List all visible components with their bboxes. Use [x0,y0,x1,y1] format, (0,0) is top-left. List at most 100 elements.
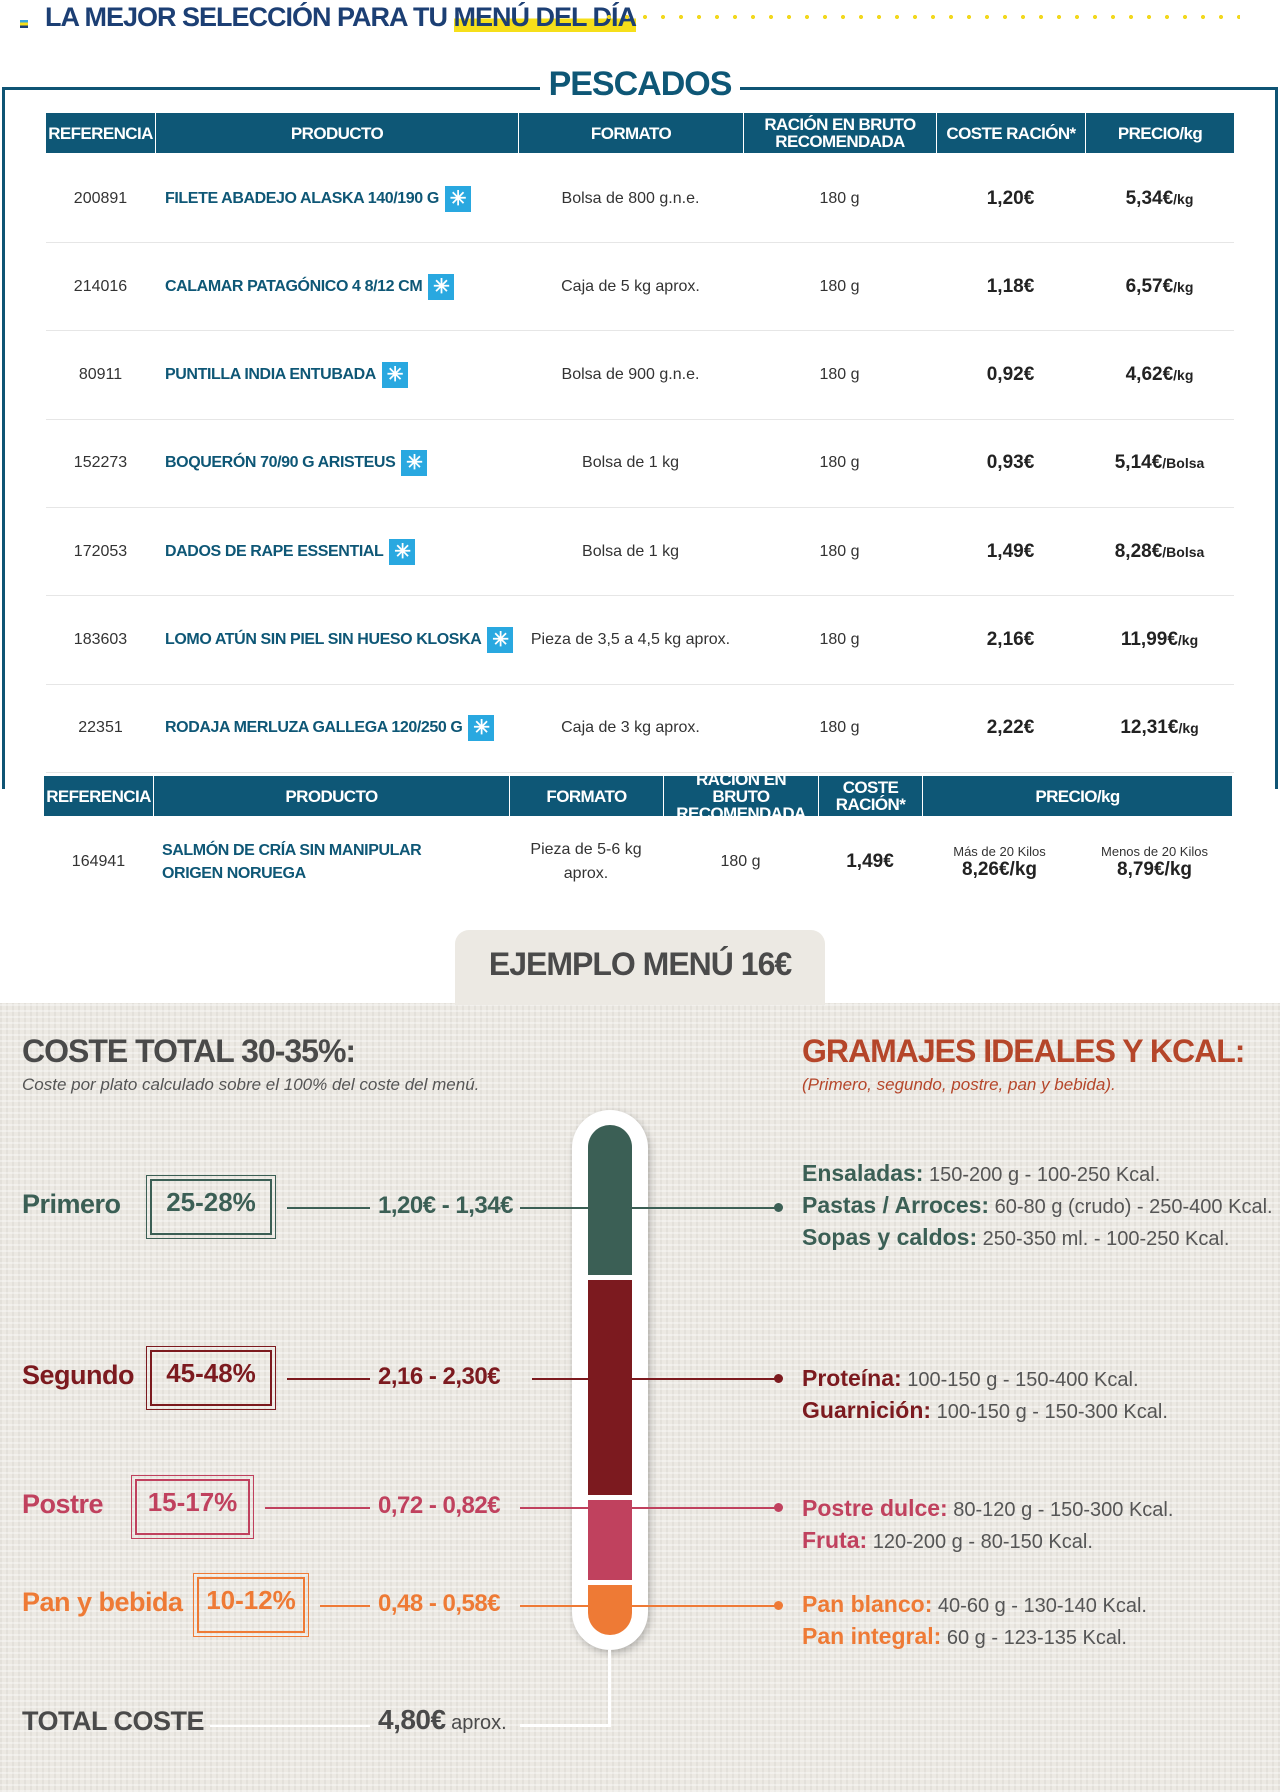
col-precio: PRECIO/kg [922,776,1232,816]
course-pct-box: 25-28% [146,1175,276,1239]
guideline-key: Pan blanco: [802,1591,933,1617]
connector-line [520,1605,778,1607]
product-name: PUNTILLA INDIA ENTUBADA [165,366,376,384]
connector-line [532,1378,778,1380]
format: Caja de 3 kg aprox. [561,719,700,737]
guideline-value: 40-60 g - 130-140 Kcal. [932,1595,1147,1617]
snowflake-icon: ✳ [389,538,416,565]
header-flag-icon [20,20,28,28]
ref: 200891 [73,189,128,207]
price-unit: /kg [1173,190,1194,207]
col-racion: RACIÓN EN BRUTO RECOMENDADA [743,113,936,153]
total-suffix: aprox. [445,1712,507,1734]
price-unit: /kg [1173,367,1194,384]
guideline-item: Sopas y caldos: 250-350 ml. - 100-250 Kc… [802,1221,1230,1255]
price-value: 5,14€ [1114,452,1163,474]
price-value: 12,31€ [1120,717,1179,739]
total-connector [608,1650,611,1726]
total-value: 4,80€ aprox. [378,1704,507,1736]
product: RODAJA MERLUZA GALLEGA 120/250 G ✳ [155,715,518,742]
product-name: FILETE ABADEJO ALASKA 140/190 G [165,189,439,207]
table2-header: REFERENCIA PRODUCTO FORMATO RACIÓN EN BR… [44,771,1232,822]
price-value: 11,99€ [1120,629,1178,650]
guideline-key: Pan integral: [802,1623,942,1649]
price-over-20: Más de 20 Kilos 8,26€/kg [922,844,1077,881]
format: Bolsa de 1 kg [582,454,679,472]
course-name: Pan y bebida [22,1587,183,1617]
table-row: 152273 BOQUERÓN 70/90 G ARISTEUS ✳ Bolsa … [46,420,1234,508]
guideline-item: Pan blanco: 40-60 g - 130-140 Kcal. [802,1588,1147,1622]
snowflake-icon: ✳ [468,715,495,742]
cost: 2,16€ [986,629,1035,650]
title-prefix: LA MEJOR SELECCIÓN PARA TU [45,2,454,32]
connector-line [520,1507,778,1509]
col-formato: FORMATO [518,113,743,153]
product: SALMÓN DE CRÍA SIN MANIPULAR ORIGEN NORUE… [153,839,509,885]
connector-line [265,1507,370,1509]
product: BOQUERÓN 70/90 G ARISTEUS ✳ [155,450,518,477]
table-row: 172053 DADOS DE RAPE ESSENTIAL ✳ Bolsa de… [46,508,1234,597]
price-value: 8,28€ [1114,540,1163,562]
col-formato: FORMATO [509,776,663,816]
cost-subtitle: Coste por plato calculado sobre el 100% … [22,1075,480,1094]
cost: 0,92€ [986,364,1035,386]
ref: 22351 [78,719,123,737]
guideline-value: 100-150 g - 150-300 Kcal. [931,1401,1168,1423]
guideline-item: Postre dulce: 80-120 g - 150-300 Kcal. [802,1492,1173,1526]
connector-line [287,1207,370,1209]
price-unit: /kg [1173,278,1194,295]
table-row: 164941 SALMÓN DE CRÍA SIN MANIPULAR ORIGE… [44,816,1232,908]
guideline-value: 150-200 g - 100-250 Kcal. [923,1164,1161,1186]
guideline-item: Fruta: 120-200 g - 80-150 Kcal. [802,1524,1093,1558]
total-label: TOTAL COSTE [22,1706,205,1736]
cost: 1,49€ [986,540,1035,562]
cost-thermometer [572,1110,648,1650]
price: 6,57€/kg [1085,276,1234,298]
guideline-value: 120-200 g - 80-150 Kcal. [867,1531,1093,1553]
product-line: ORIGEN NORUEGA [162,865,306,882]
guideline-value: 60 g - 123-135 Kcal. [941,1627,1127,1649]
segment-primero [588,1125,632,1275]
product-name: CALAMAR PATAGÓNICO 4 8/12 CM [165,277,423,295]
snowflake-icon: ✳ [401,450,428,477]
format: Bolsa de 1 kg [582,542,679,560]
guideline-item: Ensaladas: 150-200 g - 100-250 Kcal. [802,1157,1160,1191]
price: 8,26€/kg [962,858,1037,880]
course-name: Segundo [22,1360,135,1390]
guideline-item: Guarnición: 100-150 g - 150-300 Kcal. [802,1394,1168,1428]
guideline-key: Ensaladas: [802,1160,924,1186]
snowflake-icon: ✳ [444,185,471,212]
ref: 214016 [73,277,128,295]
format: Bolsa de 800 g.n.e. [561,189,700,207]
col-referencia: REFERENCIA [46,786,151,806]
cost-title: COSTE TOTAL 30-35%: [22,1033,356,1069]
product: DADOS DE RAPE ESSENTIAL ✳ [155,538,518,565]
product-line: SALMÓN DE CRÍA SIN MANIPULAR [162,842,422,859]
product-name: RODAJA MERLUZA GALLEGA 120/250 G [165,719,463,737]
guideline-key: Guarnición: [802,1397,932,1423]
snowflake-icon: ✳ [381,362,408,389]
segment-pan [588,1585,632,1635]
snowflake-icon: ✳ [428,273,455,300]
guideline-key: Postre dulce: [802,1495,948,1521]
connector-line [520,1207,778,1209]
connector-dot [774,1203,783,1212]
portion: 180 g [819,454,860,472]
product-name: DADOS DE RAPE ESSENTIAL [165,542,384,560]
product: PUNTILLA INDIA ENTUBADA ✳ [155,362,518,389]
price-unit: /Bolsa [1162,455,1205,472]
ref: 183603 [73,631,128,648]
course-pct-box: 15-17% [131,1475,254,1539]
cost: 1,18€ [986,275,1035,297]
product: LOMO ATÚN SIN PIEL SIN HUESO KLOSKA ✳ [155,627,518,653]
course-range: 2,16 - 2,30€ [378,1363,501,1390]
col-producto: PRODUCTO [153,776,509,816]
portion: 180 g [819,542,860,560]
guideline-item: Pan integral: 60 g - 123-135 Kcal. [802,1620,1127,1654]
price-label: Más de 20 Kilos [953,843,1046,859]
table-row: 183603 LOMO ATÚN SIN PIEL SIN HUESO KLOS… [46,597,1234,685]
course-range: 1,20€ - 1,34€ [378,1192,513,1219]
guideline-value: 250-350 ml. - 100-250 Kcal. [977,1228,1230,1250]
price: 4,62€/kg [1085,364,1234,386]
price: 8,28€/Bolsa [1085,541,1234,563]
